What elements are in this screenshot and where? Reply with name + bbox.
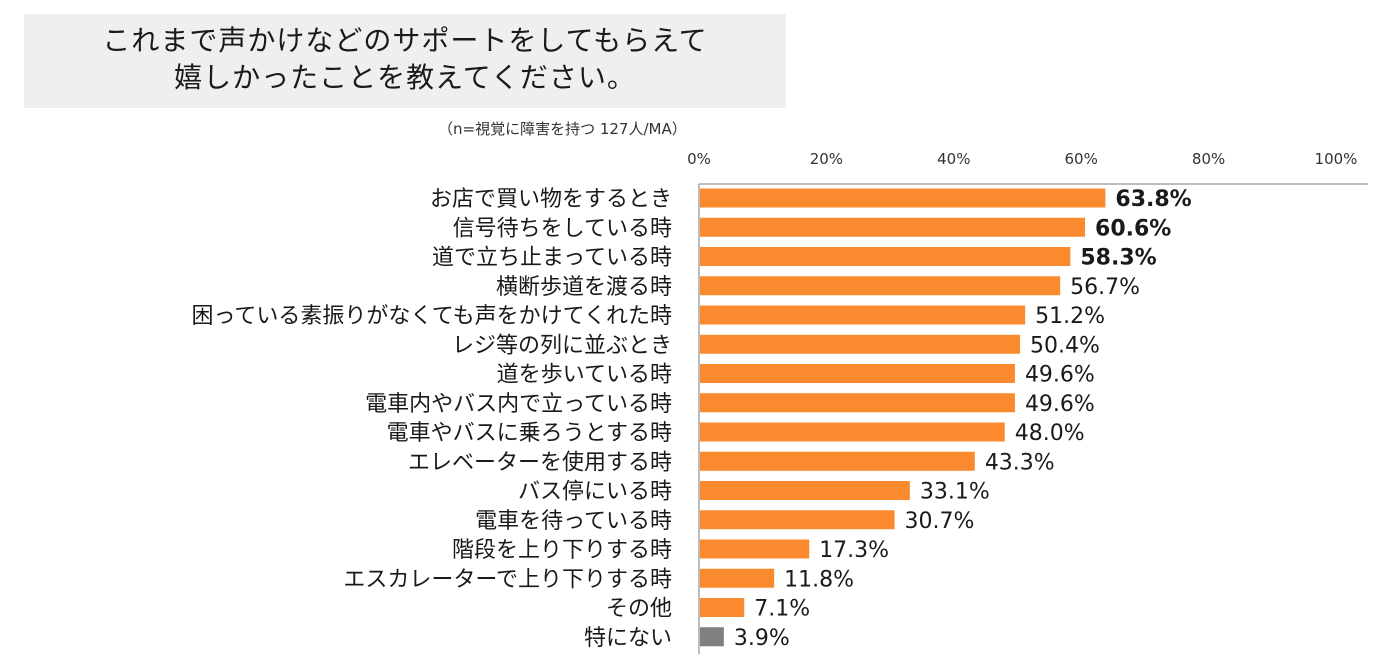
category-label: その他 [606, 597, 672, 622]
bar [700, 217, 1086, 237]
value-label: 51.2% [1035, 304, 1105, 329]
value-label: 50.4% [1030, 333, 1100, 358]
category-label: エスカレーターで上り下りする時 [343, 567, 672, 592]
value-label: 30.7% [905, 509, 975, 534]
bar [700, 510, 895, 530]
category-label: バス停にいる時 [518, 480, 672, 505]
sample-note: （n=視覚に障害を持つ 127人/MA） [438, 120, 687, 138]
value-label: 48.0% [1015, 421, 1085, 446]
bar [700, 334, 1021, 354]
category-label: 困っている素振りがなくても声をかけてくれた時 [192, 304, 672, 329]
x-tick-label: 100% [1315, 150, 1358, 168]
bar [700, 276, 1061, 296]
category-label: 電車を待っている時 [475, 509, 672, 534]
chart-title-box: これまで声かけなどのサポートをしてもらえて 嬉しかったことを教えてください。 [24, 14, 786, 108]
chart-title-line-1: これまで声かけなどのサポートをしてもらえて [102, 24, 708, 57]
value-label: 63.8% [1115, 187, 1191, 212]
x-tick-label: 60% [1065, 150, 1098, 168]
category-label: レジ等の列に並ぶとき [452, 333, 672, 358]
value-label: 43.3% [985, 450, 1055, 475]
x-tick-label: 80% [1192, 150, 1225, 168]
value-label: 11.8% [784, 567, 854, 592]
bar [700, 627, 724, 647]
bar [700, 247, 1071, 266]
value-label: 49.6% [1025, 363, 1095, 388]
bar [700, 451, 975, 471]
value-label: 7.1% [754, 597, 810, 622]
value-label: 49.6% [1025, 392, 1095, 417]
category-label: 信号待ちをしている時 [453, 216, 672, 241]
bar [700, 188, 1106, 208]
chart-title-line-2: 嬉しかったことを教えてください。 [174, 61, 636, 94]
category-label: 横断歩道を渡る時 [496, 275, 672, 300]
x-tick-label: 40% [937, 150, 970, 168]
value-label: 58.3% [1080, 246, 1156, 271]
bar [700, 598, 745, 617]
category-label: お店で買い物をするとき [430, 187, 672, 212]
bar [700, 481, 910, 500]
category-label: 電車内やバス内で立っている時 [365, 392, 672, 417]
x-tick-label: 0% [687, 150, 711, 168]
value-label: 17.3% [819, 538, 889, 563]
category-label: 階段を上り下りする時 [452, 538, 672, 563]
bar [700, 568, 775, 588]
bar [700, 422, 1005, 442]
bar [700, 539, 810, 559]
value-label: 33.1% [920, 480, 990, 505]
value-label: 56.7% [1070, 275, 1140, 300]
category-label: 道を歩いている時 [497, 363, 672, 388]
bar [700, 364, 1015, 383]
category-label: 電車やバスに乗ろうとする時 [387, 421, 672, 446]
category-label: エレベーターを使用する時 [408, 450, 672, 475]
category-label: 道で立ち止まっている時 [432, 246, 672, 271]
bar [700, 305, 1026, 325]
value-label: 60.6% [1095, 216, 1171, 241]
category-label: 特にない [584, 626, 672, 651]
x-tick-label: 20% [810, 150, 843, 168]
bar [700, 393, 1015, 413]
value-label: 3.9% [734, 626, 790, 651]
